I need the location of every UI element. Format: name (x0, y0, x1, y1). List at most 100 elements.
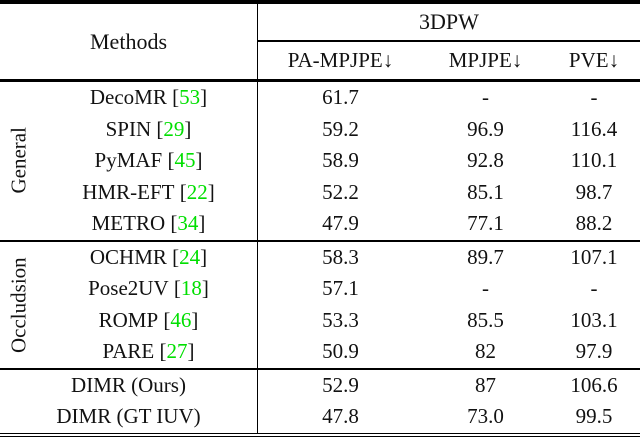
table-row: ROMP [46] 53.3 85.5 103.1 (0, 304, 640, 336)
value-cell: 89.7 (467, 244, 504, 269)
method-name: Pose2UV (88, 276, 169, 301)
value-cell: 85.5 (467, 307, 504, 332)
method-name: DIMR (GT IUV) (56, 404, 201, 429)
value-cell: 88.2 (575, 211, 613, 236)
section-label: Occludsion (6, 256, 31, 353)
value-cell: 82 (475, 339, 496, 364)
metric-header-row: PA-MPJPE↓ MPJPE↓ PVE↓ (258, 42, 640, 80)
table-row: PyMAF [45] 58.9 92.8 110.1 (0, 145, 640, 177)
citation-number[interactable]: 53 (179, 85, 201, 110)
citation-link[interactable]: [46] (158, 307, 199, 332)
col-header-pa-mpjpe: PA-MPJPE↓ (287, 47, 394, 72)
method-cell: HMR-EFT [22] (0, 176, 258, 208)
table-row: HMR-EFT [22] 52.2 85.1 98.7 (0, 176, 640, 208)
table-section: Occludsion OCHMR [24] 58.3 89.7 107.1 Pose2UV… (0, 241, 640, 368)
method-cell: PARE [27] (0, 336, 258, 368)
section-rule (0, 239, 640, 242)
dataset-group-header: 3DPW (419, 9, 479, 34)
citation-link[interactable]: [29] (151, 116, 192, 141)
value-cell: 116.4 (570, 116, 618, 141)
value-cell: 106.6 (570, 372, 618, 397)
cmidrule (258, 40, 640, 42)
value-cell: 53.3 (322, 307, 359, 332)
value-cell: 97.9 (575, 339, 613, 364)
citation-number[interactable]: 24 (179, 244, 201, 269)
citation-number[interactable]: 29 (163, 116, 185, 141)
citation-link[interactable]: [34] (165, 211, 206, 236)
citation-number[interactable]: 22 (186, 179, 208, 204)
method-cell: ROMP [46] (0, 304, 258, 336)
value-cell: 58.9 (322, 148, 359, 173)
value-cell: 73.0 (467, 404, 504, 429)
citation-number[interactable]: 46 (170, 307, 192, 332)
citation-number[interactable]: 34 (177, 211, 199, 236)
value-cell: 98.7 (575, 179, 613, 204)
dataset-header-group: 3DPW PA-MPJPE↓ MPJPE↓ PVE↓ (258, 4, 640, 79)
bottom-rule (0, 432, 640, 437)
citation-number[interactable]: 45 (174, 148, 196, 173)
section-label: General (6, 127, 31, 194)
value-cell: 77.1 (467, 211, 504, 236)
method-cell: PyMAF [45] (0, 145, 258, 177)
value-cell: 47.9 (322, 211, 359, 236)
table-row: DIMR (Ours) 52.9 87 106.6 (0, 369, 640, 401)
top-rule (0, 0, 640, 4)
method-name: DIMR (Ours) (71, 372, 186, 397)
table-row: PARE [27] 50.9 82 97.9 (0, 336, 640, 368)
method-name: METRO (91, 211, 166, 236)
method-name: ROMP (98, 307, 159, 332)
table-row: METRO [34] 47.9 77.1 88.2 (0, 208, 640, 240)
value-cell: - (590, 85, 598, 110)
table-row: OCHMR [24] 58.3 89.7 107.1 (0, 241, 640, 273)
citation-number[interactable]: 27 (166, 339, 188, 364)
citation-link[interactable]: [18] (168, 276, 209, 301)
value-cell: 96.9 (467, 116, 504, 141)
table-section: DIMR (Ours) 52.9 87 106.6 DIMR (GT IUV) 47.8 7… (0, 369, 640, 433)
method-cell: SPIN [29] (0, 113, 258, 145)
citation-link[interactable]: [27] (154, 339, 195, 364)
method-name: HMR-EFT (82, 179, 175, 204)
table-header: Methods 3DPW PA-MPJPE↓ MPJPE↓ PVE↓ (0, 4, 640, 79)
method-name: PyMAF (94, 148, 163, 173)
section-rule (0, 367, 640, 370)
table-body: General DecoMR [53] 61.7 - - SPIN [29] 59.2 96.… (0, 82, 640, 433)
value-cell: 87 (475, 372, 496, 397)
table-row: DecoMR [53] 61.7 - - (0, 82, 640, 114)
value-cell: 99.5 (575, 404, 613, 429)
value-cell: 59.2 (322, 116, 359, 141)
method-cell: DecoMR [53] (0, 82, 258, 114)
value-cell: 58.3 (322, 244, 359, 269)
method-cell: Pose2UV [18] (0, 273, 258, 305)
value-cell: 52.2 (322, 179, 359, 204)
table-section: General DecoMR [53] 61.7 - - SPIN [29] 59.2 96.… (0, 82, 640, 240)
value-cell: 57.1 (322, 276, 359, 301)
method-cell: OCHMR [24] (0, 241, 258, 273)
col-header-mpjpe: MPJPE↓ (448, 47, 523, 72)
citation-link[interactable]: [24] (166, 244, 208, 269)
header-rule (0, 79, 640, 82)
value-cell: 110.1 (570, 148, 618, 173)
value-cell: - (590, 276, 598, 301)
col-header-pve: PVE↓ (568, 47, 620, 72)
value-cell: 103.1 (570, 307, 618, 332)
method-cell: METRO [34] (0, 208, 258, 240)
citation-link[interactable]: [45] (162, 148, 203, 173)
method-name: OCHMR (89, 244, 167, 269)
methods-column-header: Methods (0, 4, 258, 79)
method-cell: DIMR (GT IUV) (0, 401, 258, 433)
value-cell: 52.9 (322, 372, 359, 397)
citation-link[interactable]: [53] (166, 85, 208, 110)
citation-number[interactable]: 18 (180, 276, 202, 301)
table-row: DIMR (GT IUV) 47.8 73.0 99.5 (0, 401, 640, 433)
value-cell: - (482, 85, 489, 110)
table-row: Pose2UV [18] 57.1 - - (0, 273, 640, 305)
value-cell: 92.8 (467, 148, 504, 173)
citation-link[interactable]: [22] (174, 179, 215, 204)
table-row: SPIN [29] 59.2 96.9 116.4 (0, 113, 640, 145)
value-cell: 61.7 (322, 85, 359, 110)
method-name: PARE (102, 339, 155, 364)
method-name: DecoMR (89, 85, 167, 110)
value-cell: 50.9 (322, 339, 359, 364)
value-cell: 47.8 (322, 404, 359, 429)
